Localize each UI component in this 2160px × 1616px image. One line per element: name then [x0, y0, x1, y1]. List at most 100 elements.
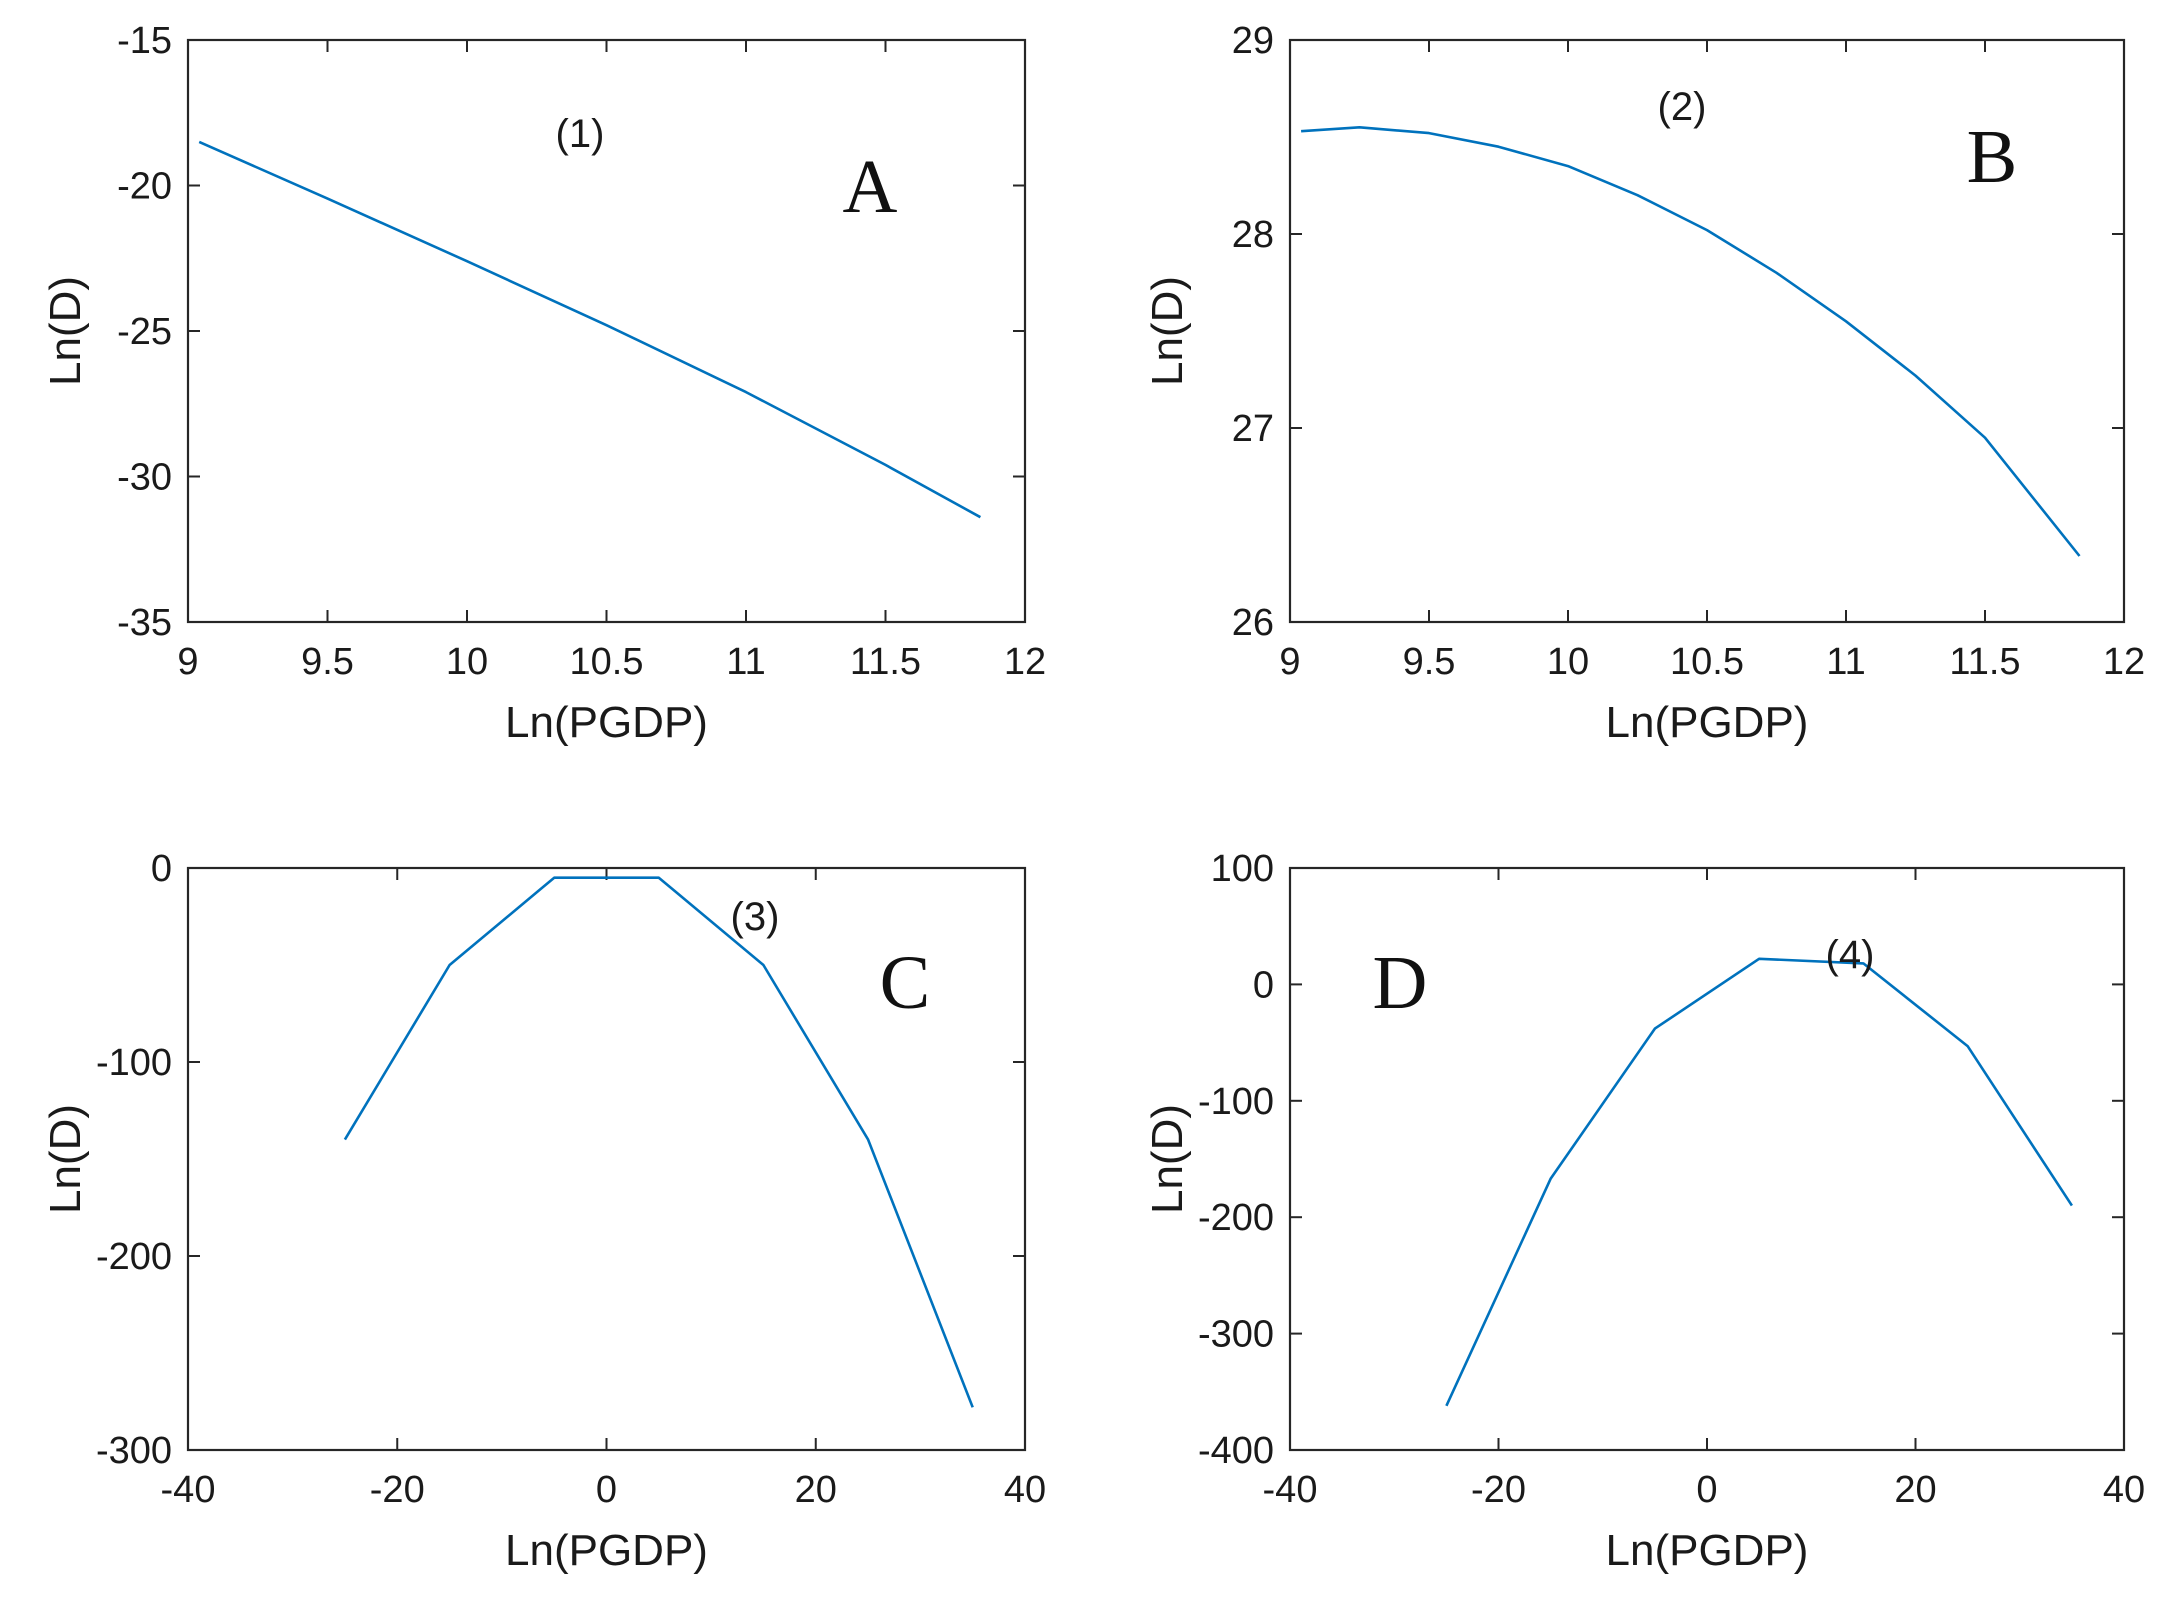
data-point	[1636, 193, 1640, 197]
x-axis-label: Ln(PGDP)	[1606, 1526, 1809, 1575]
data-point	[1705, 228, 1709, 232]
data-point	[884, 463, 888, 467]
y-tick-label: 0	[151, 848, 172, 890]
y-tick-label: -100	[1198, 1081, 1274, 1123]
data-point	[866, 1138, 870, 1142]
y-tick-label: -200	[1198, 1197, 1274, 1239]
panel-annotation: (4)	[1826, 933, 1875, 977]
y-axis-label: Ln(D)	[1143, 1104, 1192, 1214]
data-point	[1566, 164, 1570, 168]
data-point	[1757, 957, 1761, 961]
data-point	[1914, 374, 1918, 378]
data-point	[1549, 1177, 1553, 1181]
x-tick-label: -20	[1471, 1469, 1526, 1511]
data-point	[1983, 436, 1987, 440]
series-line	[343, 876, 974, 1408]
x-tick-label: 40	[1004, 1469, 1046, 1511]
y-tick-label: -100	[96, 1042, 172, 1084]
y-tick-label: 26	[1232, 602, 1274, 644]
data-point	[744, 390, 748, 394]
x-tick-label: 9.5	[1403, 641, 1456, 683]
data-point	[326, 197, 330, 201]
x-tick-label: 10	[1547, 641, 1589, 683]
y-tick-label: -20	[117, 166, 172, 208]
data-point	[1299, 129, 1303, 133]
y-tick-label: 28	[1232, 214, 1274, 256]
panel-letter: D	[1373, 941, 1428, 1025]
x-axis-label: Ln(PGDP)	[1606, 698, 1809, 747]
data-point	[605, 323, 609, 327]
panel-letter: C	[880, 941, 931, 1025]
data-point	[448, 963, 452, 967]
x-tick-label: -40	[1263, 1469, 1318, 1511]
panel-annotation: (1)	[556, 112, 605, 156]
y-axis-label: Ln(D)	[41, 1104, 90, 1214]
panel-b: 9 9.5 10 10.5 11 11.5 12 26 27 28 29 Ln(PGDP) Ln(D) (…	[1143, 20, 2145, 747]
y-tick-label: -25	[117, 311, 172, 353]
y-tick-label: 29	[1232, 20, 1274, 62]
x-tick-label: 11.5	[850, 641, 921, 683]
x-axis-label: Ln(PGDP)	[505, 1526, 708, 1575]
x-tick-label: 20	[795, 1469, 837, 1511]
x-tick-label: 10	[446, 641, 488, 683]
x-tick-label: 0	[596, 1469, 617, 1511]
x-tick-label: 12	[1004, 641, 1046, 683]
series-line	[1445, 957, 2073, 1407]
y-tick-label: -300	[1198, 1314, 1274, 1356]
y-axis-label: Ln(D)	[1143, 276, 1192, 386]
y-tick-label: -30	[117, 457, 172, 499]
data-point	[2070, 1204, 2074, 1208]
data-point	[978, 515, 982, 519]
panel-d: -40 -20 0 20 40-400-300-200-1000100Ln(PGDP)L…	[1143, 848, 2145, 1575]
x-tick-label: -20	[370, 1469, 425, 1511]
x-tick-label: 11	[726, 641, 765, 683]
data-point	[1966, 1044, 1970, 1048]
data-point	[1775, 271, 1779, 275]
data-point	[971, 1405, 975, 1409]
x-tick-label: -40	[161, 1469, 216, 1511]
x-tick-label: 10.5	[1670, 641, 1744, 683]
series-line	[198, 140, 982, 519]
y-tick-label: -300	[96, 1430, 172, 1472]
panel-annotation: (3)	[731, 895, 780, 939]
data-point	[1427, 131, 1431, 135]
panel-c: -40 -20 0 20 40-300-200-1000Ln(PGDP)Ln(D)(3)…	[41, 848, 1046, 1575]
x-tick-label: 12	[2103, 641, 2145, 683]
data-point	[465, 259, 469, 263]
data-point	[1653, 1027, 1657, 1031]
x-tick-label: 0	[1696, 1469, 1717, 1511]
data-point	[761, 963, 765, 967]
panel-letter: A	[843, 145, 898, 229]
y-tick-label: -200	[96, 1236, 172, 1278]
data-point	[343, 1138, 347, 1142]
data-point	[657, 876, 661, 880]
x-tick-label: 40	[2103, 1469, 2145, 1511]
data-point	[1358, 125, 1362, 129]
y-tick-label: 100	[1211, 848, 1274, 890]
y-tick-label: -15	[117, 20, 172, 62]
x-tick-label: 11	[1826, 641, 1865, 683]
panel-annotation: (2)	[1658, 85, 1707, 129]
data-point	[197, 140, 201, 144]
data-point	[2078, 554, 2082, 558]
data-point	[1844, 319, 1848, 323]
y-tick-label: -35	[117, 602, 172, 644]
panel-letter: B	[1967, 115, 2018, 199]
data-point	[1497, 145, 1501, 149]
panel-a: 9 9.5 10 10.5 11 11.5 12 -35 -30 -25 -20 -15 Ln(PGDP…	[41, 20, 1046, 747]
axes-box	[186, 38, 1027, 624]
data-point	[552, 876, 556, 880]
x-axis-label: Ln(PGDP)	[505, 698, 708, 747]
x-tick-label: 9	[1279, 641, 1300, 683]
x-tick-label: 10.5	[570, 641, 644, 683]
x-tick-label: 11.5	[1949, 641, 2020, 683]
y-tick-label: 0	[1253, 964, 1274, 1006]
x-tick-label: 20	[1894, 1469, 1936, 1511]
y-tick-label: -400	[1198, 1430, 1274, 1472]
y-axis-label: Ln(D)	[41, 276, 90, 386]
series-line	[1301, 126, 2081, 557]
x-tick-label: 9	[177, 641, 198, 683]
x-tick-label: 9.5	[301, 641, 354, 683]
data-point	[1444, 1404, 1448, 1408]
